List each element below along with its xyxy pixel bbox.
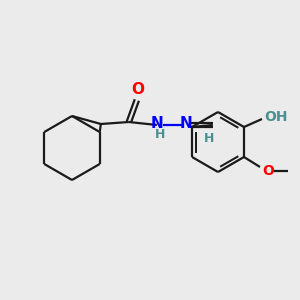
Text: OH: OH (264, 110, 288, 124)
Text: N: N (179, 116, 192, 131)
Text: O: O (131, 82, 144, 98)
Text: N: N (151, 116, 163, 131)
Text: O: O (262, 164, 274, 178)
Text: H: H (204, 131, 214, 145)
Text: H: H (155, 128, 165, 142)
